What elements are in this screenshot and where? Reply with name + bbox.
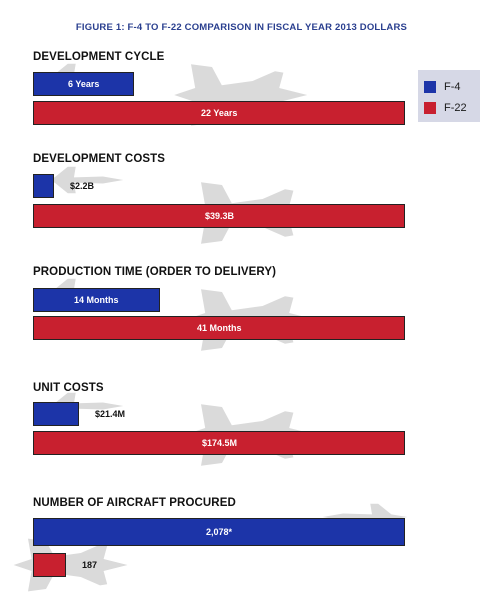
panel-title: PRODUCTION TIME (ORDER TO DELIVERY) [33,266,277,278]
legend-item-f22: F-22 [424,101,467,115]
panel-title: DEVELOPMENT CYCLE [33,51,165,63]
bar-value-label: $21.4M [95,409,126,419]
legend-item-f4: F-4 [424,80,461,94]
bar-f4 [33,402,79,426]
panel-title: DEVELOPMENT COSTS [33,153,166,165]
bar-value-label: 14 Months [74,295,119,305]
bar-f22 [33,431,405,455]
bar-f22 [33,316,405,340]
legend-label-f22: F-22 [444,102,467,114]
bar-f22 [33,101,405,125]
legend: F-4 F-22 [418,70,480,122]
f4-aircraft-icon [0,158,166,202]
bar-value-label: 6 Years [68,79,100,89]
legend-label-f4: F-4 [444,81,461,93]
bar-value-label: 41 Months [197,323,242,333]
bar-f4 [33,174,54,198]
bar-value-label: $2.2B [70,181,95,191]
bar-value-label: $174.5M [202,438,238,448]
panel-title: UNIT COSTS [33,382,104,394]
bar-value-label: 187 [82,560,98,570]
legend-swatch-f4 [424,81,436,93]
figure-title: FIGURE 1: F-4 TO F-22 COMPARISON IN FISC… [75,22,408,33]
bar-f22 [33,204,405,228]
bar-value-label: 2,078* [206,527,233,537]
legend-swatch-f22 [424,102,436,114]
bar-value-label: 22 Years [201,108,238,118]
bar-f4 [33,288,160,312]
f22-aircraft-icon [0,535,150,595]
bar-f22 [33,553,66,577]
bar-f4 [33,518,405,546]
bar-f4 [33,72,134,96]
bar-value-label: $39.3B [205,211,235,221]
panel-title: NUMBER OF AIRCRAFT PROCURED [33,497,236,509]
